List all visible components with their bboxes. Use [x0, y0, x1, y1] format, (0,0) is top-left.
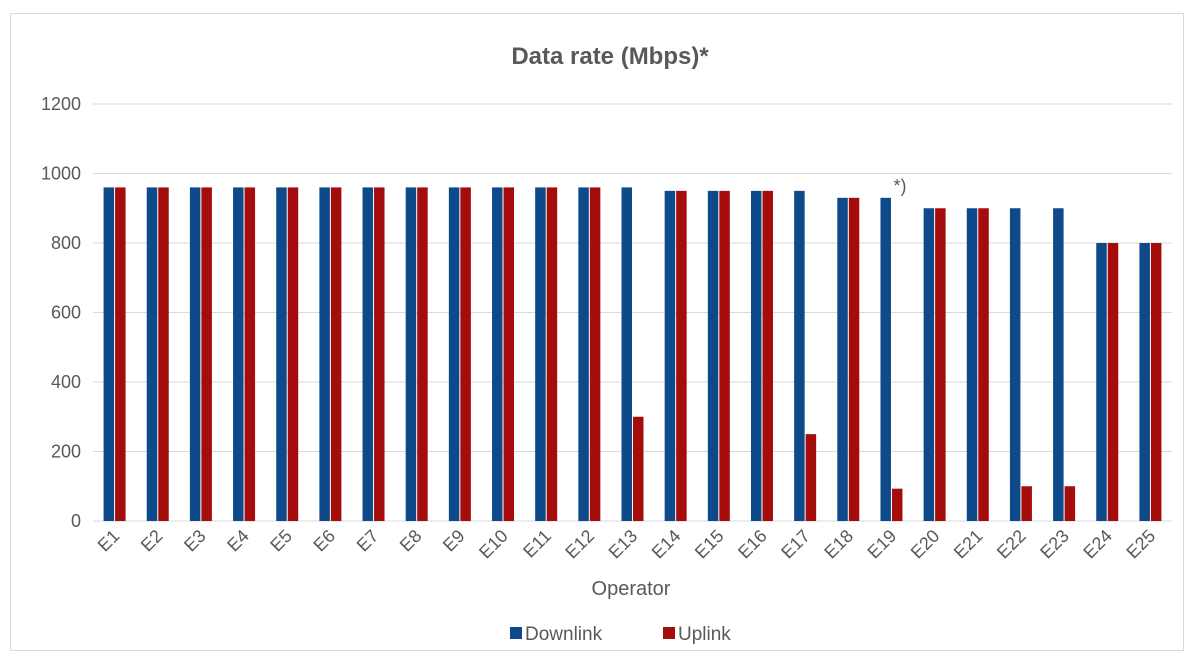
bar-downlink-e23: [1053, 208, 1064, 521]
bar-uplink-e12: [589, 187, 601, 521]
bar-uplink-e18: [848, 197, 860, 521]
x-tick-label: E5: [266, 526, 296, 556]
bar-downlink-e21: [966, 208, 978, 521]
y-tick-label: 1200: [41, 94, 81, 114]
bar-uplink-e8: [417, 187, 428, 521]
x-tick-label: E1: [94, 526, 124, 556]
x-tick-label: E11: [519, 526, 555, 562]
bar-downlink-e18: [837, 197, 848, 521]
bar-uplink-e22: [1021, 486, 1032, 521]
y-tick-label: 400: [51, 372, 81, 392]
legend-label-uplink: Uplink: [678, 624, 731, 645]
x-tick-label: E23: [1036, 526, 1073, 563]
x-tick-label: E6: [309, 526, 339, 556]
bar-uplink-e2: [158, 187, 169, 521]
bar-uplink-e3: [201, 187, 212, 521]
bar-downlink-e8: [405, 187, 417, 521]
bar-downlink-e3: [189, 187, 201, 521]
x-axis-title: Operator: [592, 578, 671, 600]
bar-uplink-e9: [460, 187, 471, 521]
bar-uplink-e23: [1064, 486, 1076, 521]
y-tick-label: 200: [51, 442, 81, 462]
chart-title: Data rate (Mbps)*: [511, 43, 709, 70]
x-tick-label: E22: [993, 526, 1030, 563]
x-tick-label: E12: [561, 526, 598, 563]
bar-uplink-e24: [1107, 243, 1119, 521]
annotations: *): [893, 176, 906, 196]
x-tick-label: E17: [777, 526, 814, 563]
bar-uplink-e1: [115, 187, 126, 521]
bar-downlink-e6: [319, 187, 330, 521]
y-tick-label: 600: [51, 303, 81, 323]
bar-uplink-e6: [330, 187, 342, 521]
bar-downlink-e11: [535, 187, 546, 521]
bar-uplink-e4: [244, 187, 256, 521]
bar-downlink-e19: [880, 197, 891, 521]
legend-swatch-uplink: [663, 627, 675, 639]
bar-uplink-e15: [719, 190, 730, 521]
y-tick-label: 800: [51, 233, 81, 253]
bar-downlink-e4: [233, 187, 244, 521]
x-tick-label: E18: [820, 526, 857, 563]
x-tick-label: E10: [475, 526, 512, 563]
x-tick-label: E15: [691, 526, 728, 563]
bar-downlink-e25: [1139, 243, 1150, 521]
bar-uplink-e14: [676, 190, 687, 521]
x-tick-label: E25: [1122, 526, 1159, 563]
legend-swatch-downlink: [510, 627, 522, 639]
bar-downlink-e20: [923, 208, 935, 521]
bar-downlink-e13: [621, 187, 632, 521]
bar-downlink-e10: [492, 187, 503, 521]
x-tick-label: E7: [353, 526, 383, 556]
x-tick-label: E4: [223, 526, 253, 556]
bar-downlink-e15: [707, 190, 719, 521]
bar-downlink-e2: [146, 187, 158, 521]
x-tick-label: E3: [180, 526, 210, 556]
bar-uplink-e17: [805, 434, 817, 521]
bar-uplink-e16: [762, 190, 773, 521]
x-tick-label: E16: [734, 526, 771, 563]
bar-downlink-e5: [276, 187, 287, 521]
x-tick-label: E8: [396, 526, 426, 556]
x-tick-label: E21: [950, 526, 987, 563]
x-tick-label: E2: [137, 526, 167, 556]
legend: Downlink Uplink: [510, 624, 731, 645]
gridlines: [93, 103, 1172, 522]
bar-uplink-e19: [891, 488, 903, 521]
bar-downlink-e1: [103, 187, 115, 521]
bar-downlink-e24: [1096, 243, 1107, 521]
y-axis-ticks: 0 200 400 600 800 1000 1200: [41, 94, 81, 531]
bar-uplink-e7: [374, 187, 385, 521]
x-tick-label: E20: [907, 526, 944, 563]
x-tick-label: E14: [648, 526, 685, 563]
bars: [103, 187, 1162, 521]
x-tick-label: E13: [605, 526, 642, 563]
x-tick-label: E9: [439, 526, 469, 556]
bar-uplink-e25: [1150, 243, 1162, 521]
y-tick-label: 0: [71, 511, 81, 531]
bar-uplink-e20: [935, 208, 946, 521]
y-tick-label: 1000: [41, 164, 81, 184]
x-axis-ticks: E1 E2 E3 E4 E5 E6 E7 E8 E9 E10 E11 E12 E13 E14 E15 E16 E…: [94, 526, 1160, 563]
bar-uplink-e5: [287, 187, 299, 521]
legend-label-downlink: Downlink: [525, 624, 603, 645]
annotation-label: *): [893, 176, 906, 196]
bar-downlink-e17: [794, 190, 805, 521]
x-tick-label: E19: [863, 526, 900, 563]
bar-downlink-e9: [448, 187, 460, 521]
x-tick-label: E24: [1079, 526, 1116, 563]
bar-downlink-e16: [750, 190, 762, 521]
bar-uplink-e21: [978, 208, 989, 521]
bar-uplink-e11: [546, 187, 558, 521]
bar-downlink-e22: [1009, 208, 1021, 521]
bar-uplink-e13: [633, 416, 644, 521]
bar-downlink-e14: [664, 190, 676, 521]
bar-downlink-e12: [578, 187, 589, 521]
bar-uplink-e10: [503, 187, 515, 521]
bar-downlink-e7: [362, 187, 374, 521]
